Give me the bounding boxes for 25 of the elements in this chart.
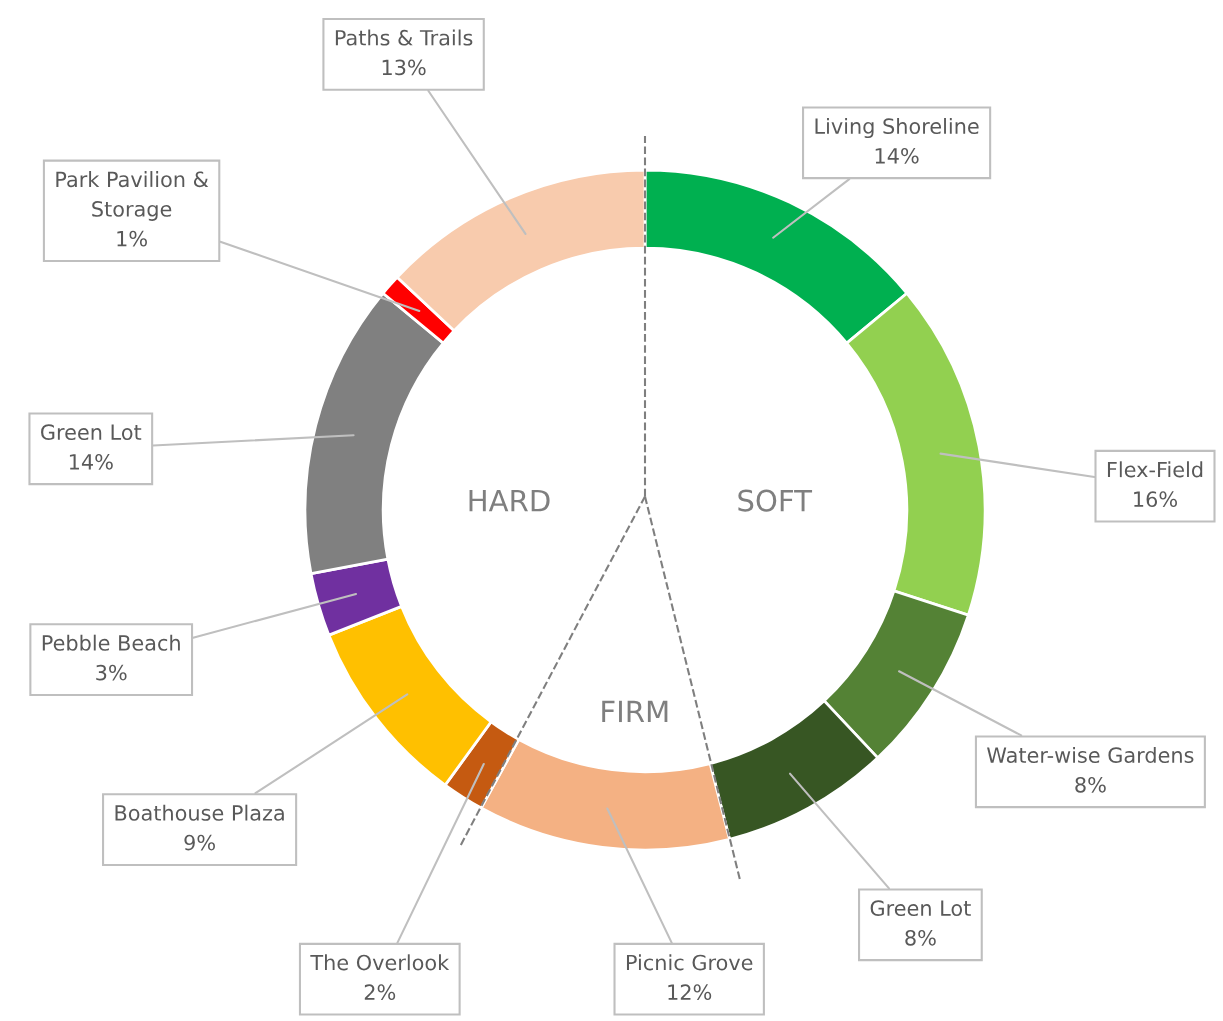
slice-label: The Overlook	[310, 954, 450, 971]
slice-label: Living Shoreline	[815, 117, 979, 139]
slice-label: Paths & Trails	[335, 29, 473, 46]
data-label: 9%	[184, 834, 215, 851]
slice-label: Park Pavilion & Storage	[56, 171, 209, 221]
data-label: 1%	[117, 230, 147, 247]
data-label: 3%	[96, 664, 127, 681]
text: SOFT	[738, 489, 813, 512]
data-label: 13%	[382, 59, 426, 76]
data-label: 12%	[668, 984, 712, 1001]
slice-label: Picnic Grove	[626, 954, 753, 971]
slice-label: Pebble Beach	[42, 634, 180, 651]
slice-label: Water-wise Gardens	[987, 746, 1194, 764]
slice-label: Green Lot	[41, 424, 142, 441]
text: FIRM	[602, 700, 668, 723]
data-label: 14%	[875, 147, 919, 164]
text: HARD	[469, 489, 550, 512]
slice-label: Flex-Field	[1107, 461, 1203, 478]
slice-label: Boathouse Plaza	[115, 804, 284, 821]
data-label: 2%	[364, 984, 396, 1001]
data-label: 14%	[69, 453, 113, 470]
data-label: 8%	[1075, 776, 1106, 793]
data-label: 16%	[1134, 491, 1177, 508]
data-label: 8%	[905, 929, 936, 946]
slice-label: Green Lot	[870, 900, 971, 917]
